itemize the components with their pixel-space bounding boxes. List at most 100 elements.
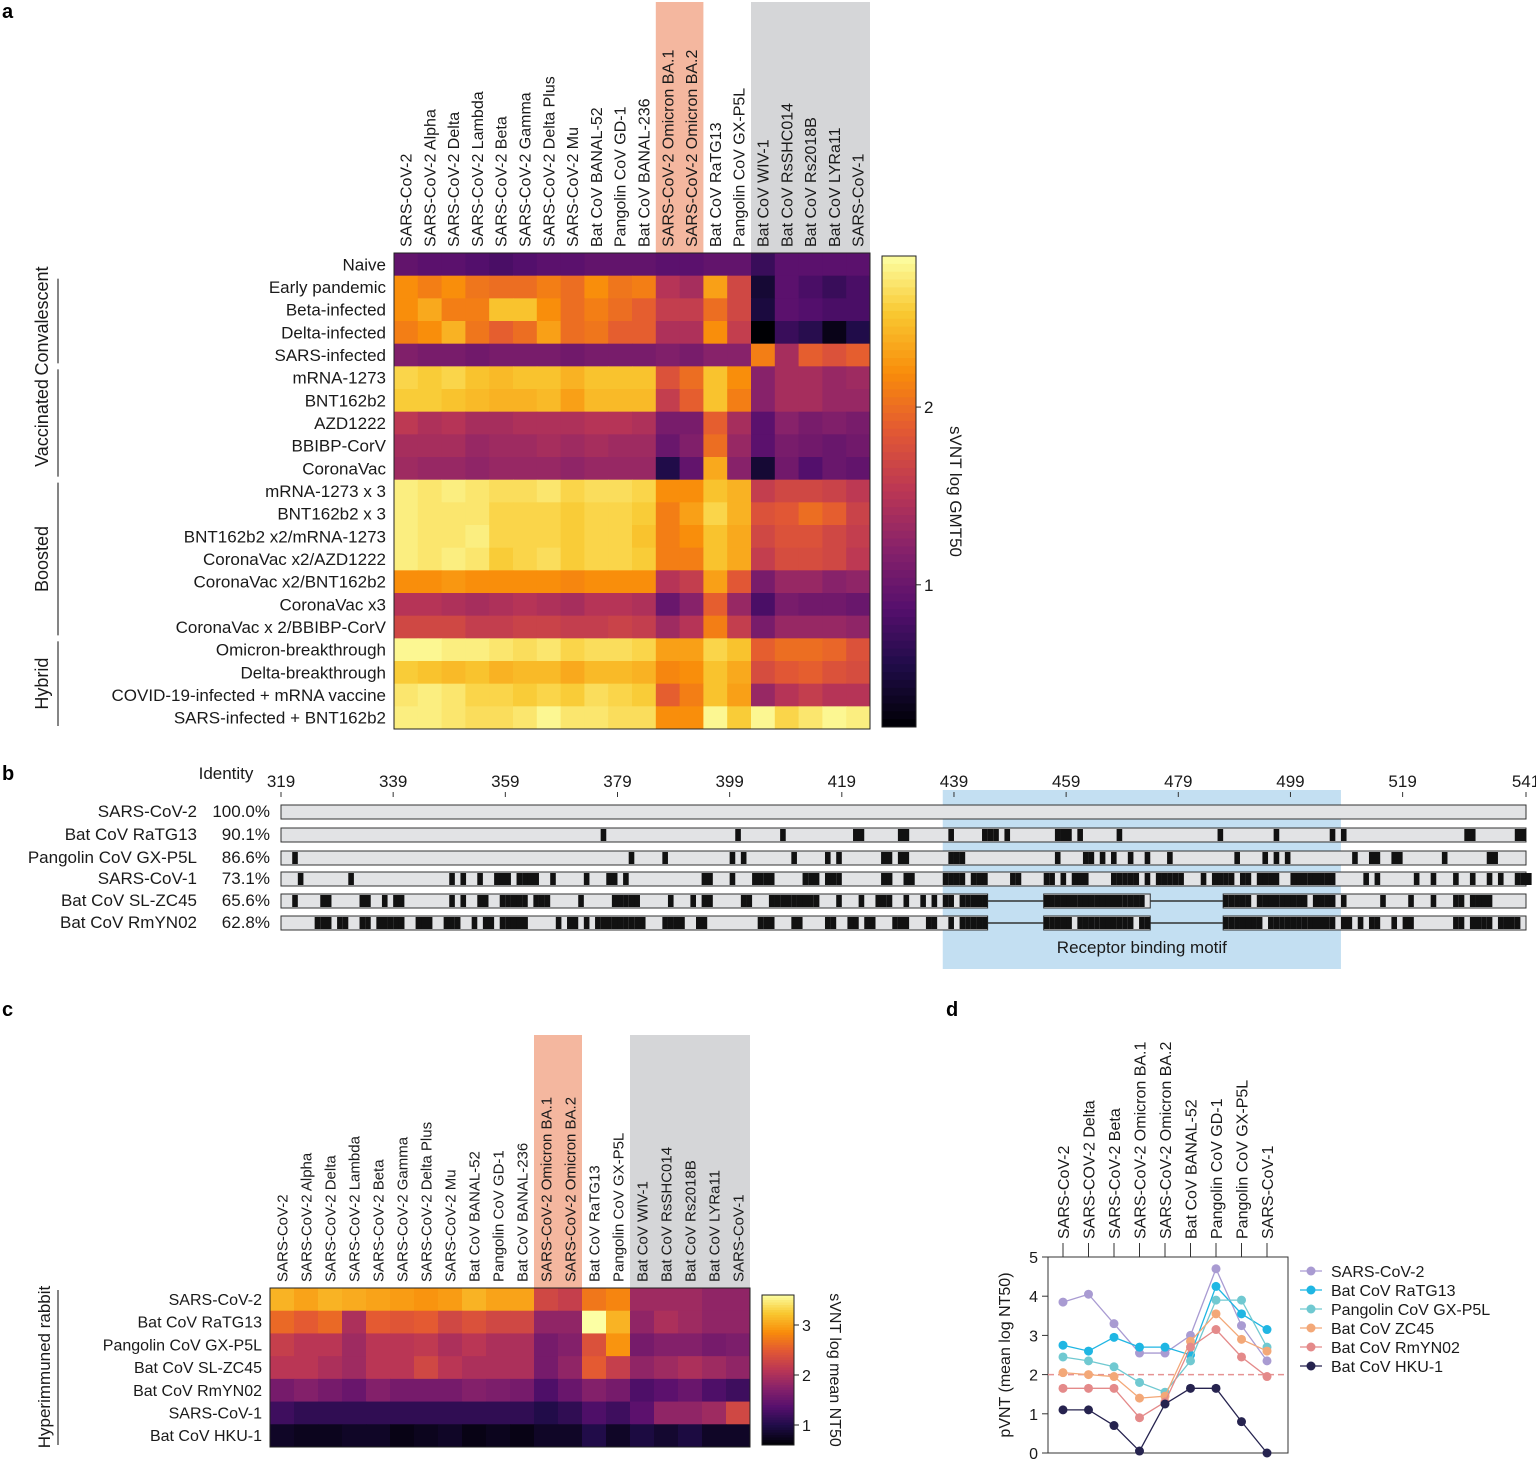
mismatch-mark — [1094, 917, 1100, 929]
colorbar-tick-label: 1 — [802, 1418, 811, 1435]
legend-swatch — [1306, 1266, 1316, 1276]
heatmap-cell — [727, 321, 752, 345]
mismatch-mark — [1228, 873, 1235, 885]
heatmap-cell — [727, 253, 752, 277]
heatmap-cell — [584, 570, 609, 594]
mismatch-mark — [494, 873, 506, 885]
mismatch-mark — [982, 917, 988, 929]
series-point — [1186, 1342, 1195, 1352]
heatmap-cell — [608, 683, 633, 707]
colorbar-segment — [882, 632, 916, 642]
heatmap-cell — [462, 1333, 487, 1357]
heatmap-cell — [394, 389, 419, 413]
heatmap-cell — [366, 1333, 391, 1357]
group-label: Vaccinated — [32, 379, 52, 467]
heatmap-cell — [608, 525, 633, 549]
heatmap-cell — [465, 502, 490, 526]
heatmap-cell — [727, 479, 752, 503]
mismatch-mark — [1268, 917, 1274, 929]
colorbar-segment — [882, 507, 916, 516]
mismatch-mark — [920, 895, 926, 907]
colorbar-segment — [882, 672, 916, 681]
mismatch-mark — [320, 917, 332, 929]
heatmap-cell — [703, 434, 728, 458]
row-label: CoronaVac x3 — [280, 595, 386, 614]
series-point — [1135, 1393, 1144, 1403]
heatmap-cell — [560, 411, 585, 435]
heatmap-cell — [582, 1356, 607, 1380]
heatmap-cell — [584, 253, 609, 277]
column-label: SARS-CoV-2 Omicron BA.2 — [684, 50, 701, 248]
column-label: Pangolin CoV GD-1 — [490, 1150, 507, 1282]
column-label: SARS-CoV-1 — [730, 1194, 747, 1282]
heatmap-cell — [608, 502, 633, 526]
heatmap-cell — [465, 615, 490, 639]
mismatch-mark — [1256, 917, 1263, 929]
colorbar-segment — [762, 1295, 794, 1298]
mismatch-mark — [824, 873, 837, 885]
heatmap-cell — [438, 1333, 463, 1357]
heatmap-cell — [270, 1356, 295, 1380]
heatmap-cell — [513, 411, 538, 435]
heatmap-cell — [417, 683, 443, 707]
mismatch-mark — [314, 917, 321, 929]
mismatch-mark — [987, 829, 994, 841]
mismatch-mark — [824, 917, 831, 929]
heatmap-cell — [630, 1288, 655, 1312]
heatmap-cell — [774, 683, 800, 707]
heatmap-cell — [846, 253, 871, 277]
mismatch-mark — [1486, 873, 1493, 885]
heatmap-cell — [417, 479, 443, 503]
heatmap-cell — [606, 1288, 631, 1312]
mismatch-mark — [477, 895, 489, 907]
heatmap-cell — [513, 434, 538, 458]
series-point — [1109, 1421, 1119, 1431]
heatmap-cell — [489, 253, 514, 277]
column-label: Bat CoV WIV-1 — [756, 139, 773, 247]
colorbar-segment — [882, 263, 916, 273]
column-label: Bat CoV BANAL-236 — [637, 98, 654, 247]
heatmap-cell — [510, 1424, 535, 1448]
heatmap-cell — [318, 1310, 343, 1334]
heatmap-cell — [560, 457, 585, 481]
mismatch-mark — [393, 895, 405, 907]
heatmap-cell — [798, 570, 823, 594]
colorbar-segment — [882, 546, 916, 555]
colorbar-segment — [882, 358, 916, 367]
legend-label: Bat CoV HKU-1 — [1331, 1359, 1443, 1376]
mismatch-mark — [942, 895, 949, 907]
mismatch-mark — [836, 895, 842, 907]
mismatch-mark — [1296, 917, 1302, 929]
heatmap-cell — [534, 1288, 559, 1312]
colorbar-segment — [762, 1425, 794, 1428]
heatmap-cell — [513, 389, 538, 413]
mismatch-mark — [1497, 917, 1504, 929]
heatmap-cell — [560, 366, 585, 390]
colorbar-segment — [762, 1332, 794, 1336]
mismatch-mark — [1127, 895, 1134, 907]
heatmap-cell — [441, 706, 466, 730]
mismatch-mark — [1268, 873, 1280, 885]
legend-swatch — [1306, 1361, 1316, 1371]
mismatch-mark — [903, 873, 915, 885]
row-label: BNT162b2 — [305, 391, 386, 410]
heatmap-cell — [774, 661, 800, 685]
colorbar-segment — [762, 1405, 794, 1408]
heatmap-cell — [536, 502, 562, 526]
series-point — [1186, 1356, 1195, 1366]
heatmap-cell — [608, 479, 633, 503]
mismatch-mark — [297, 873, 304, 885]
panel-label-b: b — [2, 763, 14, 785]
heatmap-cell — [560, 343, 585, 367]
heatmap-cell — [632, 593, 657, 617]
heatmap-cell — [558, 1310, 583, 1334]
mismatch-mark — [931, 917, 938, 929]
mismatch-mark — [959, 852, 966, 864]
heatmap-cell — [441, 661, 466, 685]
heatmap-cell — [560, 502, 585, 526]
position-tick-label: 319 — [267, 772, 295, 791]
heatmap-cell — [608, 275, 633, 299]
heatmap-cell — [632, 661, 657, 685]
heatmap-cell — [584, 366, 609, 390]
heatmap-cell — [394, 502, 419, 526]
